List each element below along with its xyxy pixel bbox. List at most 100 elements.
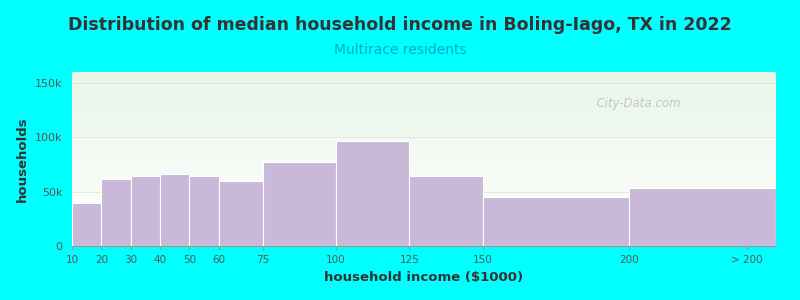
Bar: [72, 161, 776, 163]
Bar: [72, 178, 776, 180]
Bar: [72, 103, 776, 105]
Bar: [72, 76, 776, 77]
Bar: [72, 229, 776, 230]
Bar: [72, 109, 776, 110]
Bar: [72, 211, 776, 213]
Bar: [72, 124, 776, 126]
Bar: [72, 81, 776, 82]
Bar: [72, 215, 776, 216]
Bar: [72, 138, 776, 140]
Bar: [72, 239, 776, 241]
Bar: [72, 107, 776, 109]
Bar: [72, 227, 776, 229]
Bar: [72, 159, 776, 161]
Bar: [72, 150, 776, 152]
Bar: [72, 201, 776, 203]
Bar: [218, 181, 262, 246]
Bar: [72, 241, 776, 242]
Bar: [72, 112, 776, 114]
Bar: [72, 182, 776, 183]
Bar: [72, 225, 776, 227]
Bar: [72, 164, 776, 166]
Bar: [72, 218, 776, 220]
Bar: [72, 187, 776, 189]
Bar: [72, 143, 776, 145]
Bar: [72, 185, 776, 187]
Bar: [262, 162, 336, 246]
Bar: [72, 96, 776, 98]
X-axis label: household income ($1000): household income ($1000): [325, 271, 523, 284]
Text: Distribution of median household income in Boling-Iago, TX in 2022: Distribution of median household income …: [68, 16, 732, 34]
Bar: [72, 236, 776, 237]
Bar: [482, 197, 630, 246]
Bar: [72, 176, 776, 178]
Bar: [72, 209, 776, 211]
Bar: [72, 86, 776, 88]
Bar: [72, 224, 776, 225]
Bar: [72, 88, 776, 89]
Bar: [72, 122, 776, 124]
Bar: [72, 206, 776, 208]
Bar: [72, 196, 776, 197]
Bar: [630, 188, 776, 246]
Bar: [72, 237, 776, 239]
Bar: [72, 84, 776, 86]
Bar: [336, 140, 410, 246]
Bar: [72, 242, 776, 244]
Bar: [72, 119, 776, 121]
Text: City-Data.com: City-Data.com: [590, 97, 681, 110]
Bar: [72, 220, 776, 222]
Bar: [72, 121, 776, 122]
Bar: [72, 79, 776, 81]
Bar: [72, 197, 776, 199]
Bar: [776, 193, 800, 246]
Bar: [72, 91, 776, 93]
Bar: [72, 128, 776, 129]
Bar: [72, 208, 776, 209]
Bar: [410, 176, 482, 246]
Bar: [72, 216, 776, 218]
Bar: [72, 114, 776, 116]
Bar: [130, 176, 160, 246]
Bar: [72, 192, 776, 194]
Bar: [102, 178, 130, 246]
Bar: [72, 202, 102, 246]
Bar: [72, 72, 776, 74]
Bar: [72, 102, 776, 103]
Bar: [72, 100, 776, 102]
Bar: [72, 230, 776, 232]
Bar: [72, 190, 776, 192]
Bar: [72, 140, 776, 142]
Bar: [72, 244, 776, 246]
Bar: [72, 183, 776, 185]
Bar: [72, 93, 776, 94]
Bar: [72, 116, 776, 117]
Bar: [72, 154, 776, 155]
Bar: [72, 171, 776, 173]
Text: Multirace residents: Multirace residents: [334, 44, 466, 58]
Bar: [190, 176, 218, 246]
Bar: [72, 110, 776, 112]
Bar: [72, 173, 776, 175]
Bar: [72, 98, 776, 100]
Bar: [72, 131, 776, 133]
Bar: [72, 152, 776, 154]
Bar: [72, 155, 776, 157]
Bar: [72, 136, 776, 138]
Bar: [72, 94, 776, 96]
Bar: [72, 89, 776, 91]
Bar: [72, 133, 776, 135]
Bar: [72, 77, 776, 79]
Bar: [72, 232, 776, 234]
Bar: [72, 142, 776, 143]
Bar: [72, 129, 776, 131]
Bar: [72, 180, 776, 182]
Bar: [72, 145, 776, 147]
Bar: [72, 202, 776, 204]
Bar: [72, 204, 776, 206]
Bar: [72, 166, 776, 168]
Bar: [72, 175, 776, 176]
Bar: [72, 213, 776, 215]
Bar: [72, 199, 776, 201]
Bar: [72, 147, 776, 148]
